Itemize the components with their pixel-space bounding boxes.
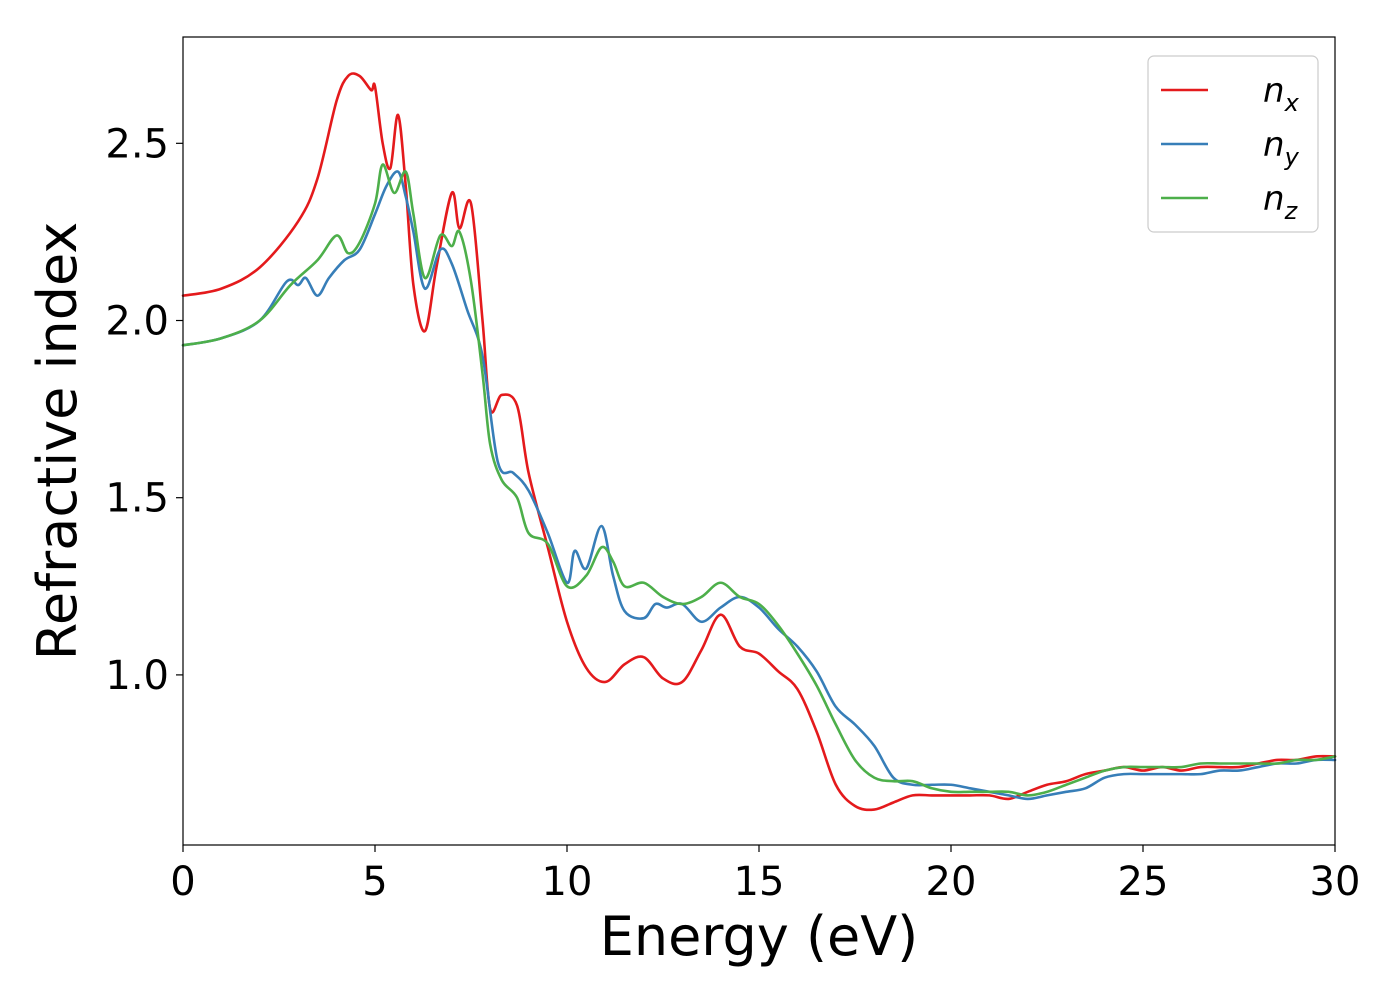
x-tick-label: 15 xyxy=(734,859,785,905)
y-tick-label: 2.0 xyxy=(105,299,169,345)
legend-label-n-x: nx xyxy=(1263,71,1300,117)
y-axis-ticks: 1.0 1.5 2.0 2.5 xyxy=(105,121,183,699)
x-axis-ticks: 0 5 10 15 20 25 30 xyxy=(170,845,1360,905)
x-tick-label: 5 xyxy=(362,859,387,905)
y-tick-label: 2.5 xyxy=(105,121,169,167)
x-axis-title: Energy (eV) xyxy=(600,905,919,968)
series-line-n-y xyxy=(181,170,1337,801)
x-tick-label: 25 xyxy=(1118,859,1169,905)
x-tick-label: 10 xyxy=(542,859,593,905)
plot-area-background xyxy=(183,37,1335,845)
legend-label-n-z: nz xyxy=(1263,179,1299,225)
y-axis-title: Refractive index xyxy=(26,222,89,661)
y-tick-label: 1.5 xyxy=(105,476,169,522)
x-tick-label: 0 xyxy=(170,859,195,905)
legend-box xyxy=(1147,55,1319,233)
y-tick-label: 1.0 xyxy=(105,653,169,699)
x-tick-label: 30 xyxy=(1310,859,1361,905)
x-tick-label: 20 xyxy=(926,859,977,905)
series-line-n-z xyxy=(181,163,1337,797)
series-layer xyxy=(181,72,1337,812)
legend-label-n-y: ny xyxy=(1263,125,1300,171)
legend: nx ny nz xyxy=(1147,55,1319,233)
